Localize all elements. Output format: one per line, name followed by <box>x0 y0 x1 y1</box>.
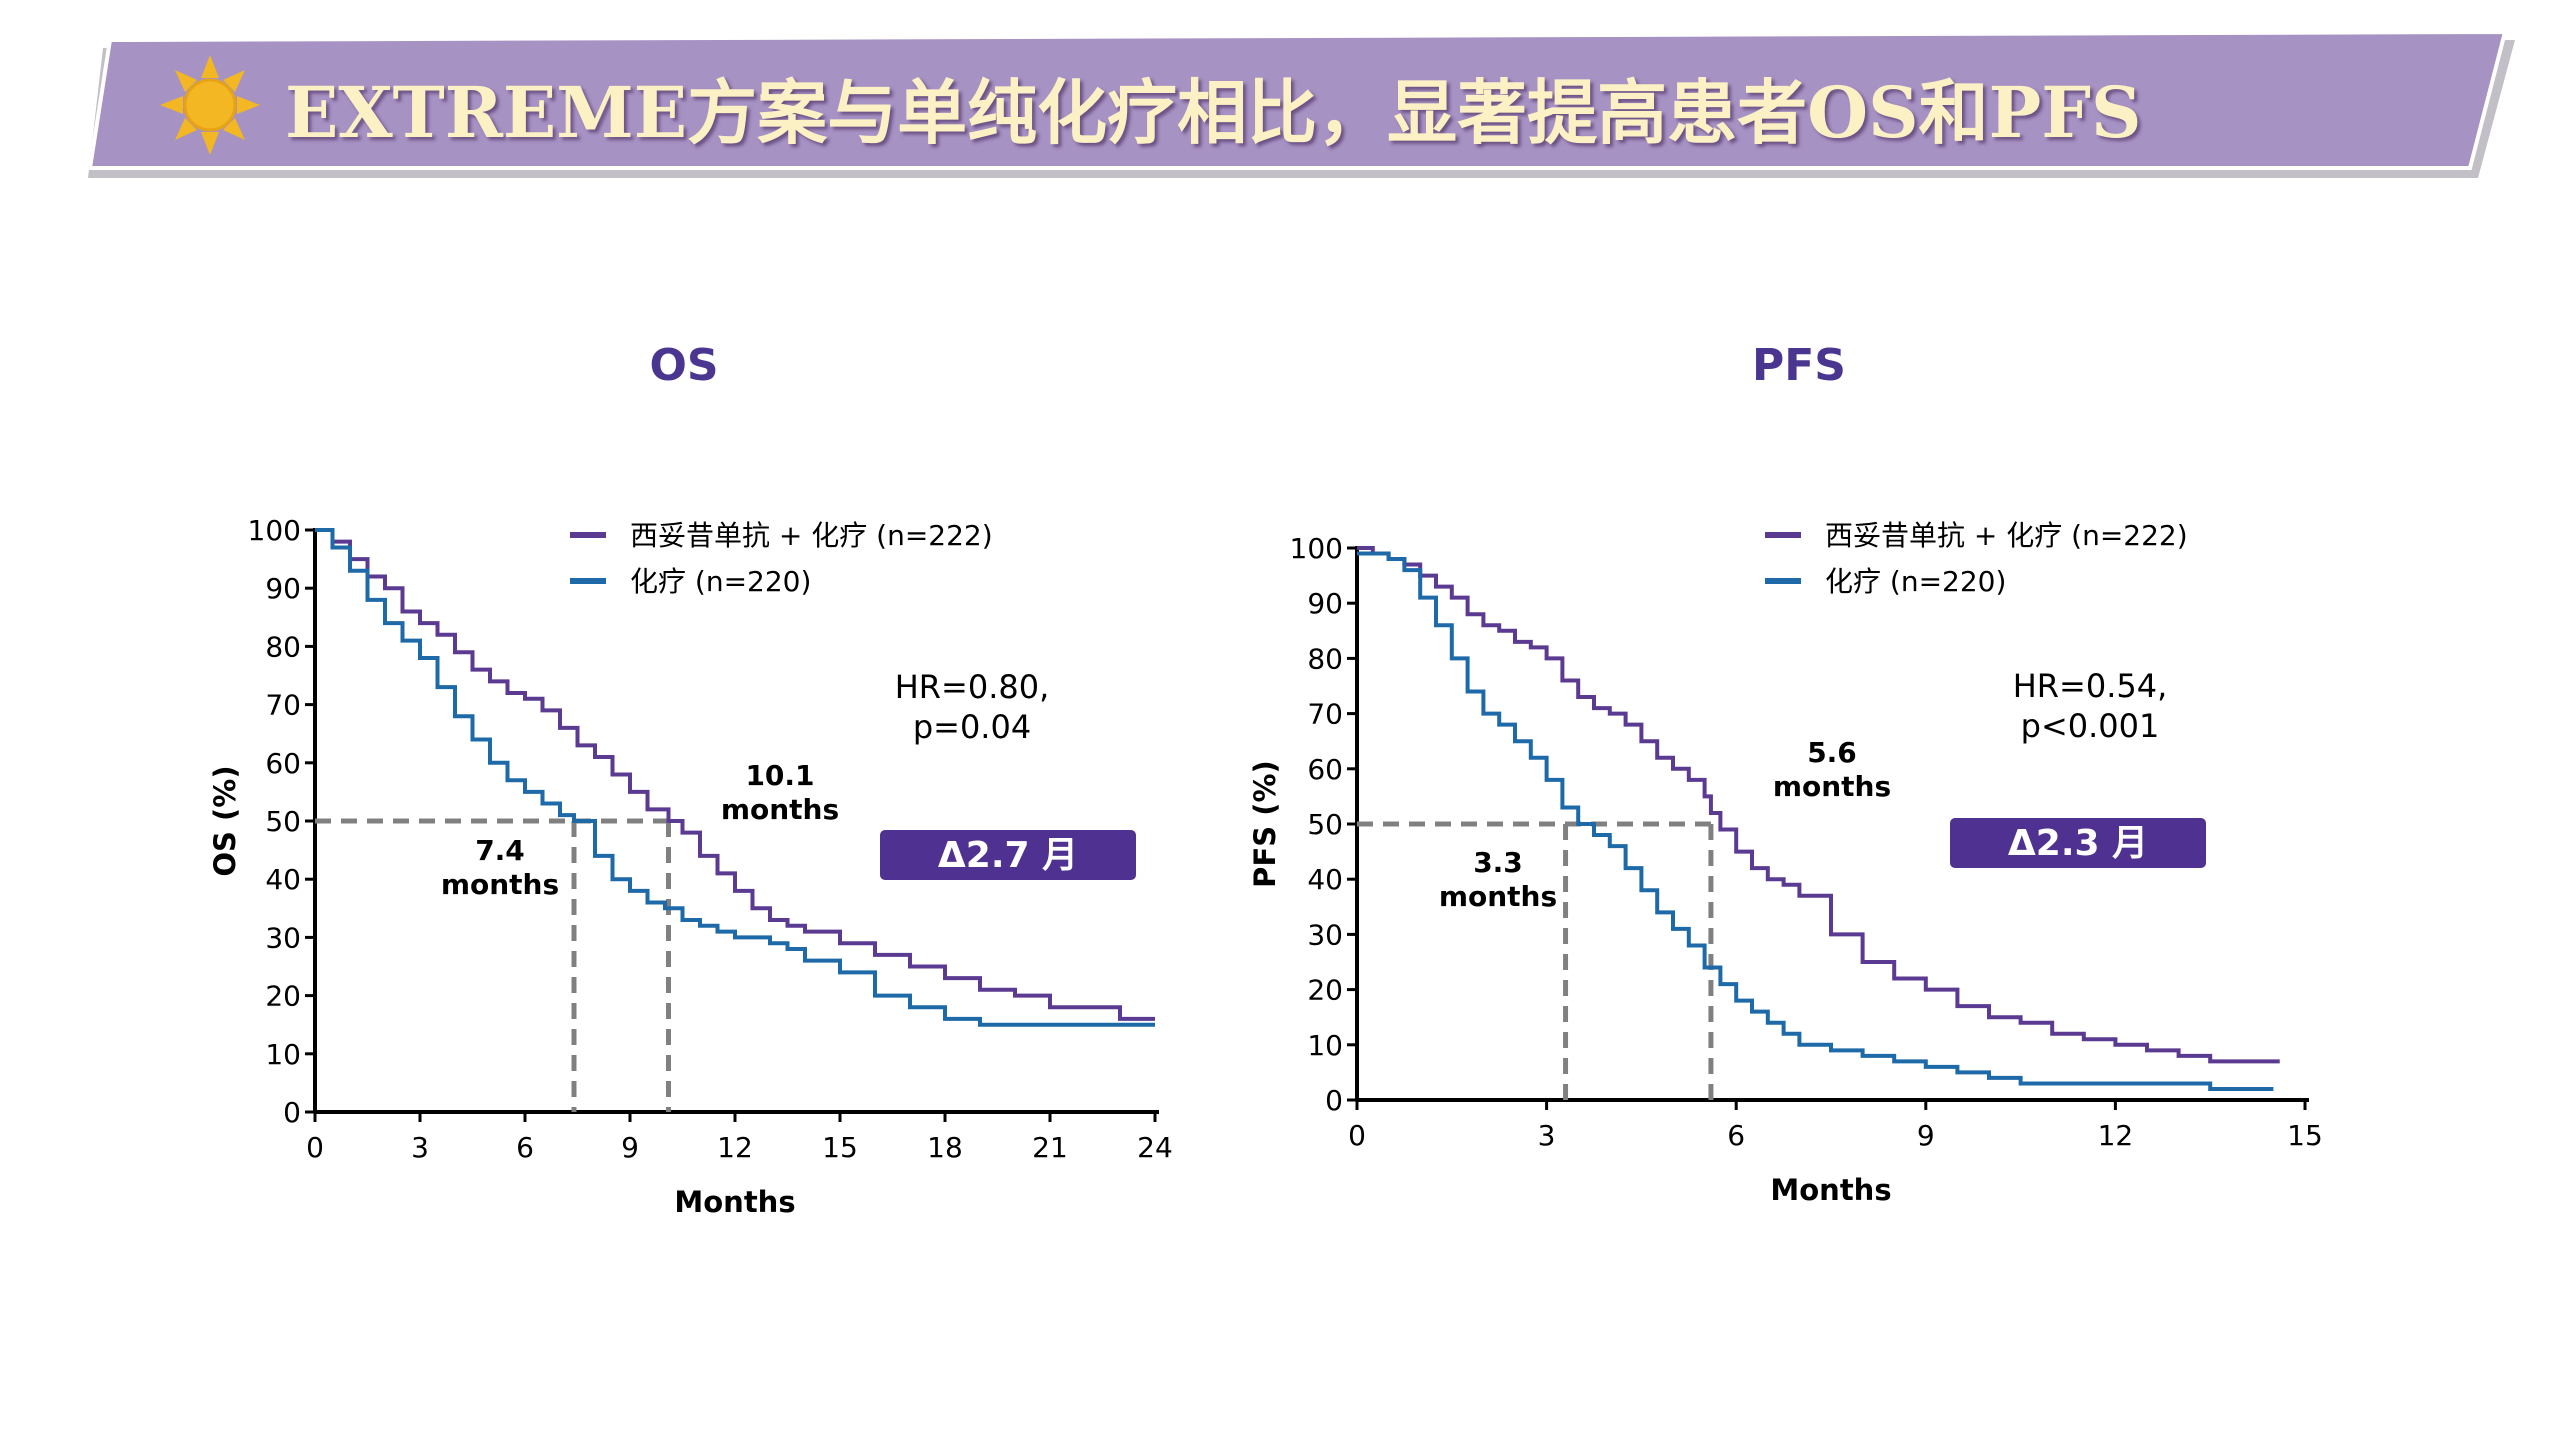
pfs-x-tick-label: 12 <box>2098 1119 2134 1152</box>
os-delta-text: Δ2.7 月 <box>938 835 1078 876</box>
os-legend-label-chemo: 化疗 (n=220) <box>630 565 811 598</box>
os-x-tick-label: 0 <box>306 1131 324 1164</box>
os-series-chemo-line <box>315 528 1155 1027</box>
pfs-y-tick-label: 90 <box>1307 587 1343 620</box>
pfs-chart-title: PFS <box>1752 340 1846 391</box>
pfs-y-tick-label: 70 <box>1307 698 1343 731</box>
os-y-tick-label: 0 <box>283 1096 301 1129</box>
pfs-legend-label-combo: 西妥昔单抗 + 化疗 (n=222) <box>1825 519 2188 552</box>
pfs-chart: 0 10 20 30 40 50 60 70 80 90 100 0 3 6 9 12 15 Months PFS … <box>1248 519 2323 1207</box>
pfs-y-tick-label: 0 <box>1325 1084 1343 1117</box>
pfs-median-label-unit: months <box>1773 770 1891 803</box>
pfs-y-tick-label: 80 <box>1307 642 1343 675</box>
os-x-tick-label: 24 <box>1137 1131 1173 1164</box>
page-title: EXTREME方案与单纯化疗相比，显著提高患者OS和PFS <box>285 71 2142 154</box>
os-x-tick-label: 3 <box>411 1131 429 1164</box>
pfs-series-chemo-line <box>1357 551 2274 1091</box>
pfs-y-tick-label: 20 <box>1307 974 1343 1007</box>
pfs-series-combo-line <box>1357 546 2280 1064</box>
os-x-tick-label: 15 <box>822 1131 858 1164</box>
sun-icon <box>160 55 260 155</box>
pfs-x-tick-label: 15 <box>2287 1119 2323 1152</box>
os-median-label-value: 7.4 <box>475 834 525 867</box>
pfs-median-label-unit: months <box>1439 880 1557 913</box>
pfs-x-tick-label: 0 <box>1348 1119 1366 1152</box>
os-x-tick-label: 9 <box>621 1131 639 1164</box>
pfs-delta-box <box>1950 818 2206 868</box>
title-banner <box>87 29 2515 178</box>
os-y-tick-label: 90 <box>265 572 301 605</box>
pfs-y-tick-label: 60 <box>1307 753 1343 786</box>
os-y-tick-label: 30 <box>265 921 301 954</box>
banner-band <box>87 29 2508 170</box>
os-x-tick-label: 12 <box>717 1131 753 1164</box>
pfs-y-tick-label: 50 <box>1307 808 1343 841</box>
os-x-tick-label: 21 <box>1032 1131 1068 1164</box>
pfs-y-tick-label: 10 <box>1307 1029 1343 1062</box>
pfs-p-value-text: p<0.001 <box>2021 707 2160 745</box>
os-median-label-unit: months <box>721 793 839 826</box>
os-x-tick-label: 18 <box>927 1131 963 1164</box>
os-delta-box <box>880 830 1136 880</box>
os-y-tick-label: 10 <box>265 1038 301 1071</box>
pfs-median-label-value: 5.6 <box>1807 736 1857 769</box>
os-y-tick-label: 60 <box>265 747 301 780</box>
pfs-x-tick-label: 6 <box>1727 1119 1745 1152</box>
os-hr-text: HR=0.80, <box>895 668 1050 706</box>
os-median-label-value: 10.1 <box>745 759 814 792</box>
os-y-tick-label: 100 <box>248 514 301 547</box>
pfs-legend-label-chemo: 化疗 (n=220) <box>1825 565 2006 598</box>
os-median-label-unit: months <box>441 868 559 901</box>
os-series-combo-line <box>315 528 1155 1021</box>
os-y-axis-label: OS (%) <box>208 765 242 876</box>
os-y-tick-label: 40 <box>265 863 301 896</box>
os-p-value-text: p=0.04 <box>913 708 1031 746</box>
os-y-tick-label: 50 <box>265 805 301 838</box>
pfs-x-tick-label: 3 <box>1538 1119 1556 1152</box>
os-x-tick-label: 6 <box>516 1131 534 1164</box>
pfs-y-tick-label: 100 <box>1290 532 1343 565</box>
os-y-tick-label: 80 <box>265 630 301 663</box>
pfs-hr-text: HR=0.54, <box>2013 667 2168 705</box>
os-chart: 0 10 20 30 40 50 60 70 80 90 100 0 3 6 9 12 15 18 21 24 Mont… <box>208 514 1173 1219</box>
pfs-delta-text: Δ2.3 月 <box>2008 823 2148 864</box>
pfs-median-label-value: 3.3 <box>1473 846 1523 879</box>
pfs-x-tick-label: 9 <box>1917 1119 1935 1152</box>
os-y-tick-label: 70 <box>265 689 301 722</box>
pfs-y-tick-label: 40 <box>1307 863 1343 896</box>
os-x-axis-label: Months <box>674 1185 795 1219</box>
os-legend-label-combo: 西妥昔单抗 + 化疗 (n=222) <box>630 519 993 552</box>
pfs-y-tick-label: 30 <box>1307 918 1343 951</box>
os-y-tick-label: 20 <box>265 980 301 1013</box>
pfs-x-axis-label: Months <box>1770 1173 1891 1207</box>
os-chart-title: OS <box>649 340 719 391</box>
pfs-y-axis-label: PFS (%) <box>1248 760 1282 888</box>
